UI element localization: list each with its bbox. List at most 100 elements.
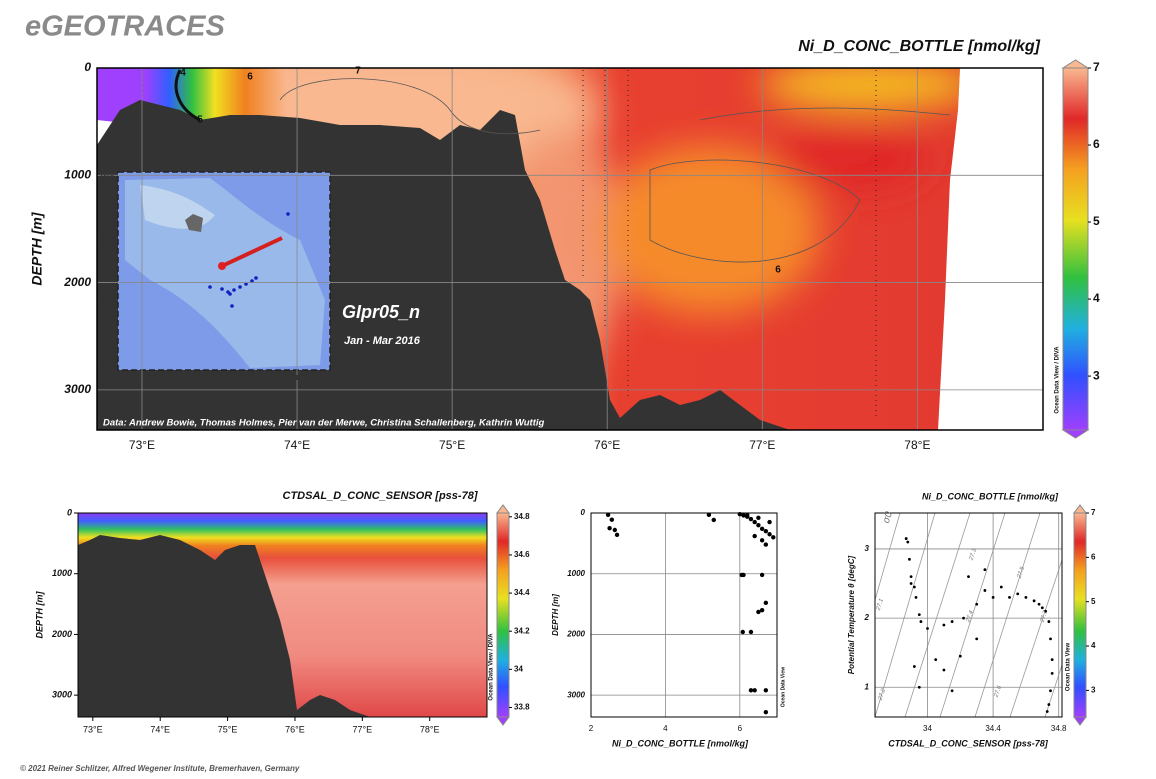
data-point xyxy=(759,572,765,578)
x-tick-label: 34 xyxy=(923,724,932,733)
data-point xyxy=(711,517,716,523)
contour xyxy=(174,69,201,122)
plot-frame xyxy=(590,512,778,718)
data-point xyxy=(917,685,921,689)
data-point xyxy=(950,689,954,693)
bathymetry xyxy=(78,535,370,717)
footer: © 2021 Reiner Schlitzer, Alfred Wegener … xyxy=(20,764,300,773)
colorbar-tick-label: 34 xyxy=(514,664,523,673)
map-lat-label: 54°S xyxy=(99,298,115,306)
colorbar-tick-label: 34.4 xyxy=(514,588,530,597)
data-point xyxy=(942,668,946,672)
colorbar xyxy=(496,512,510,718)
isopycnal-label: 27.2 xyxy=(877,688,887,703)
isopycnal-label: 27.3 xyxy=(968,548,978,563)
inset-map xyxy=(117,171,331,371)
data-point xyxy=(748,516,754,522)
data-point xyxy=(1047,703,1051,706)
data-point xyxy=(1049,689,1052,693)
colorbar-tick-label: 34.2 xyxy=(514,626,530,635)
y-tick-label: 1 xyxy=(865,682,870,691)
data-point xyxy=(983,589,987,592)
data-point xyxy=(609,517,615,522)
chart-title: Ni_D_CONC_BOTTLE [nmol/kg] xyxy=(798,38,1040,55)
colorbar-label: Ocean Data View / DIVA xyxy=(1055,346,1061,414)
isopycnals xyxy=(874,512,1063,718)
data-point xyxy=(763,529,769,534)
colorbar-tick-label: 5 xyxy=(1091,597,1096,606)
data-point xyxy=(767,519,772,525)
data-point xyxy=(759,538,765,543)
x-tick-label: 4 xyxy=(663,724,668,733)
data-point xyxy=(756,609,761,615)
x-tick-label: 77°E xyxy=(749,438,775,452)
colorbar-tick-label: 33.8 xyxy=(514,703,530,712)
annotation: GIpr05_n xyxy=(342,302,420,322)
x-tick-label: 6 xyxy=(738,724,743,733)
colorbar-tick-label: 4 xyxy=(1093,291,1100,305)
x-axis-label: CTDSAL_D_CONC_SENSOR [pss-78] xyxy=(888,738,1049,748)
watermark: Ocean Data View xyxy=(780,667,786,707)
contour-label: 7 xyxy=(355,66,361,77)
plot-frame xyxy=(96,67,1044,431)
x-tick-label: 73°E xyxy=(83,724,103,734)
y-tick-label: 0 xyxy=(67,507,72,517)
colorbar-tick-label: 7 xyxy=(1091,508,1096,517)
x-tick-label: 34.8 xyxy=(1051,724,1067,733)
data-point xyxy=(1044,609,1047,613)
x-tick-label: 76°E xyxy=(594,438,620,452)
data-point xyxy=(741,572,746,578)
data-point xyxy=(745,512,750,518)
colorbar-end xyxy=(1061,59,1090,69)
y-axis-label: DEPTH [m] xyxy=(551,594,560,636)
x-tick-label: 34.4 xyxy=(985,724,1001,733)
data-point xyxy=(908,557,911,561)
data-point xyxy=(1040,606,1044,610)
data-point xyxy=(1037,602,1041,606)
y-tick-label: 3000 xyxy=(52,690,72,700)
contour-label: 6 xyxy=(775,265,781,276)
data-point xyxy=(1045,710,1049,713)
data-point xyxy=(967,575,970,579)
colorbar-tick-label: 5 xyxy=(1093,214,1100,228)
colorbar-tick-label: 3 xyxy=(1093,368,1100,382)
map-lat-label: 50°S xyxy=(99,237,115,245)
data-point xyxy=(759,526,765,531)
data-point xyxy=(740,629,745,635)
map-lat-label: 58°S xyxy=(99,362,115,370)
y-tick-label: 2000 xyxy=(566,630,585,639)
data-point xyxy=(942,623,946,627)
isopycnal-label: 27.4 xyxy=(965,610,975,625)
data-point xyxy=(1049,637,1052,641)
map-lat-label: 46°S xyxy=(99,174,115,182)
y-tick-label: 3 xyxy=(865,544,870,553)
plot-frame xyxy=(874,512,1063,718)
y-tick-label: 2000 xyxy=(51,629,72,639)
data-point xyxy=(919,620,923,623)
data-point xyxy=(1008,595,1011,599)
data-point xyxy=(706,512,712,518)
colorbar-tick-label: 3 xyxy=(1091,686,1096,695)
y-tick-label: 0 xyxy=(581,508,586,517)
data-point xyxy=(605,512,611,518)
annotation: Jan - Mar 2016 xyxy=(344,335,421,347)
colorbar-label: Ocean Data View / DIVA xyxy=(489,633,495,701)
y-tick-label: 1000 xyxy=(567,569,585,578)
y-tick-label: 1000 xyxy=(64,167,91,181)
x-tick-label: 74°E xyxy=(150,724,170,734)
x-tick-label: 73°E xyxy=(129,438,155,452)
y-tick-label: 2000 xyxy=(63,275,91,289)
colorbar-tick-label: 4 xyxy=(1091,641,1096,650)
y-tick-label: 3000 xyxy=(64,382,91,396)
data-point xyxy=(763,542,769,547)
data-point xyxy=(904,537,908,540)
data-point xyxy=(999,585,1003,589)
chart-title: CTDSAL_D_CONC_SENSOR [pss-78] xyxy=(283,490,478,502)
data-point xyxy=(771,535,776,540)
data-point xyxy=(748,629,754,635)
data-point xyxy=(756,515,761,521)
x-tick-label: 75°E xyxy=(218,724,238,734)
x-tick-label: 75°E xyxy=(439,438,465,452)
contour-label: 5 xyxy=(197,115,203,126)
